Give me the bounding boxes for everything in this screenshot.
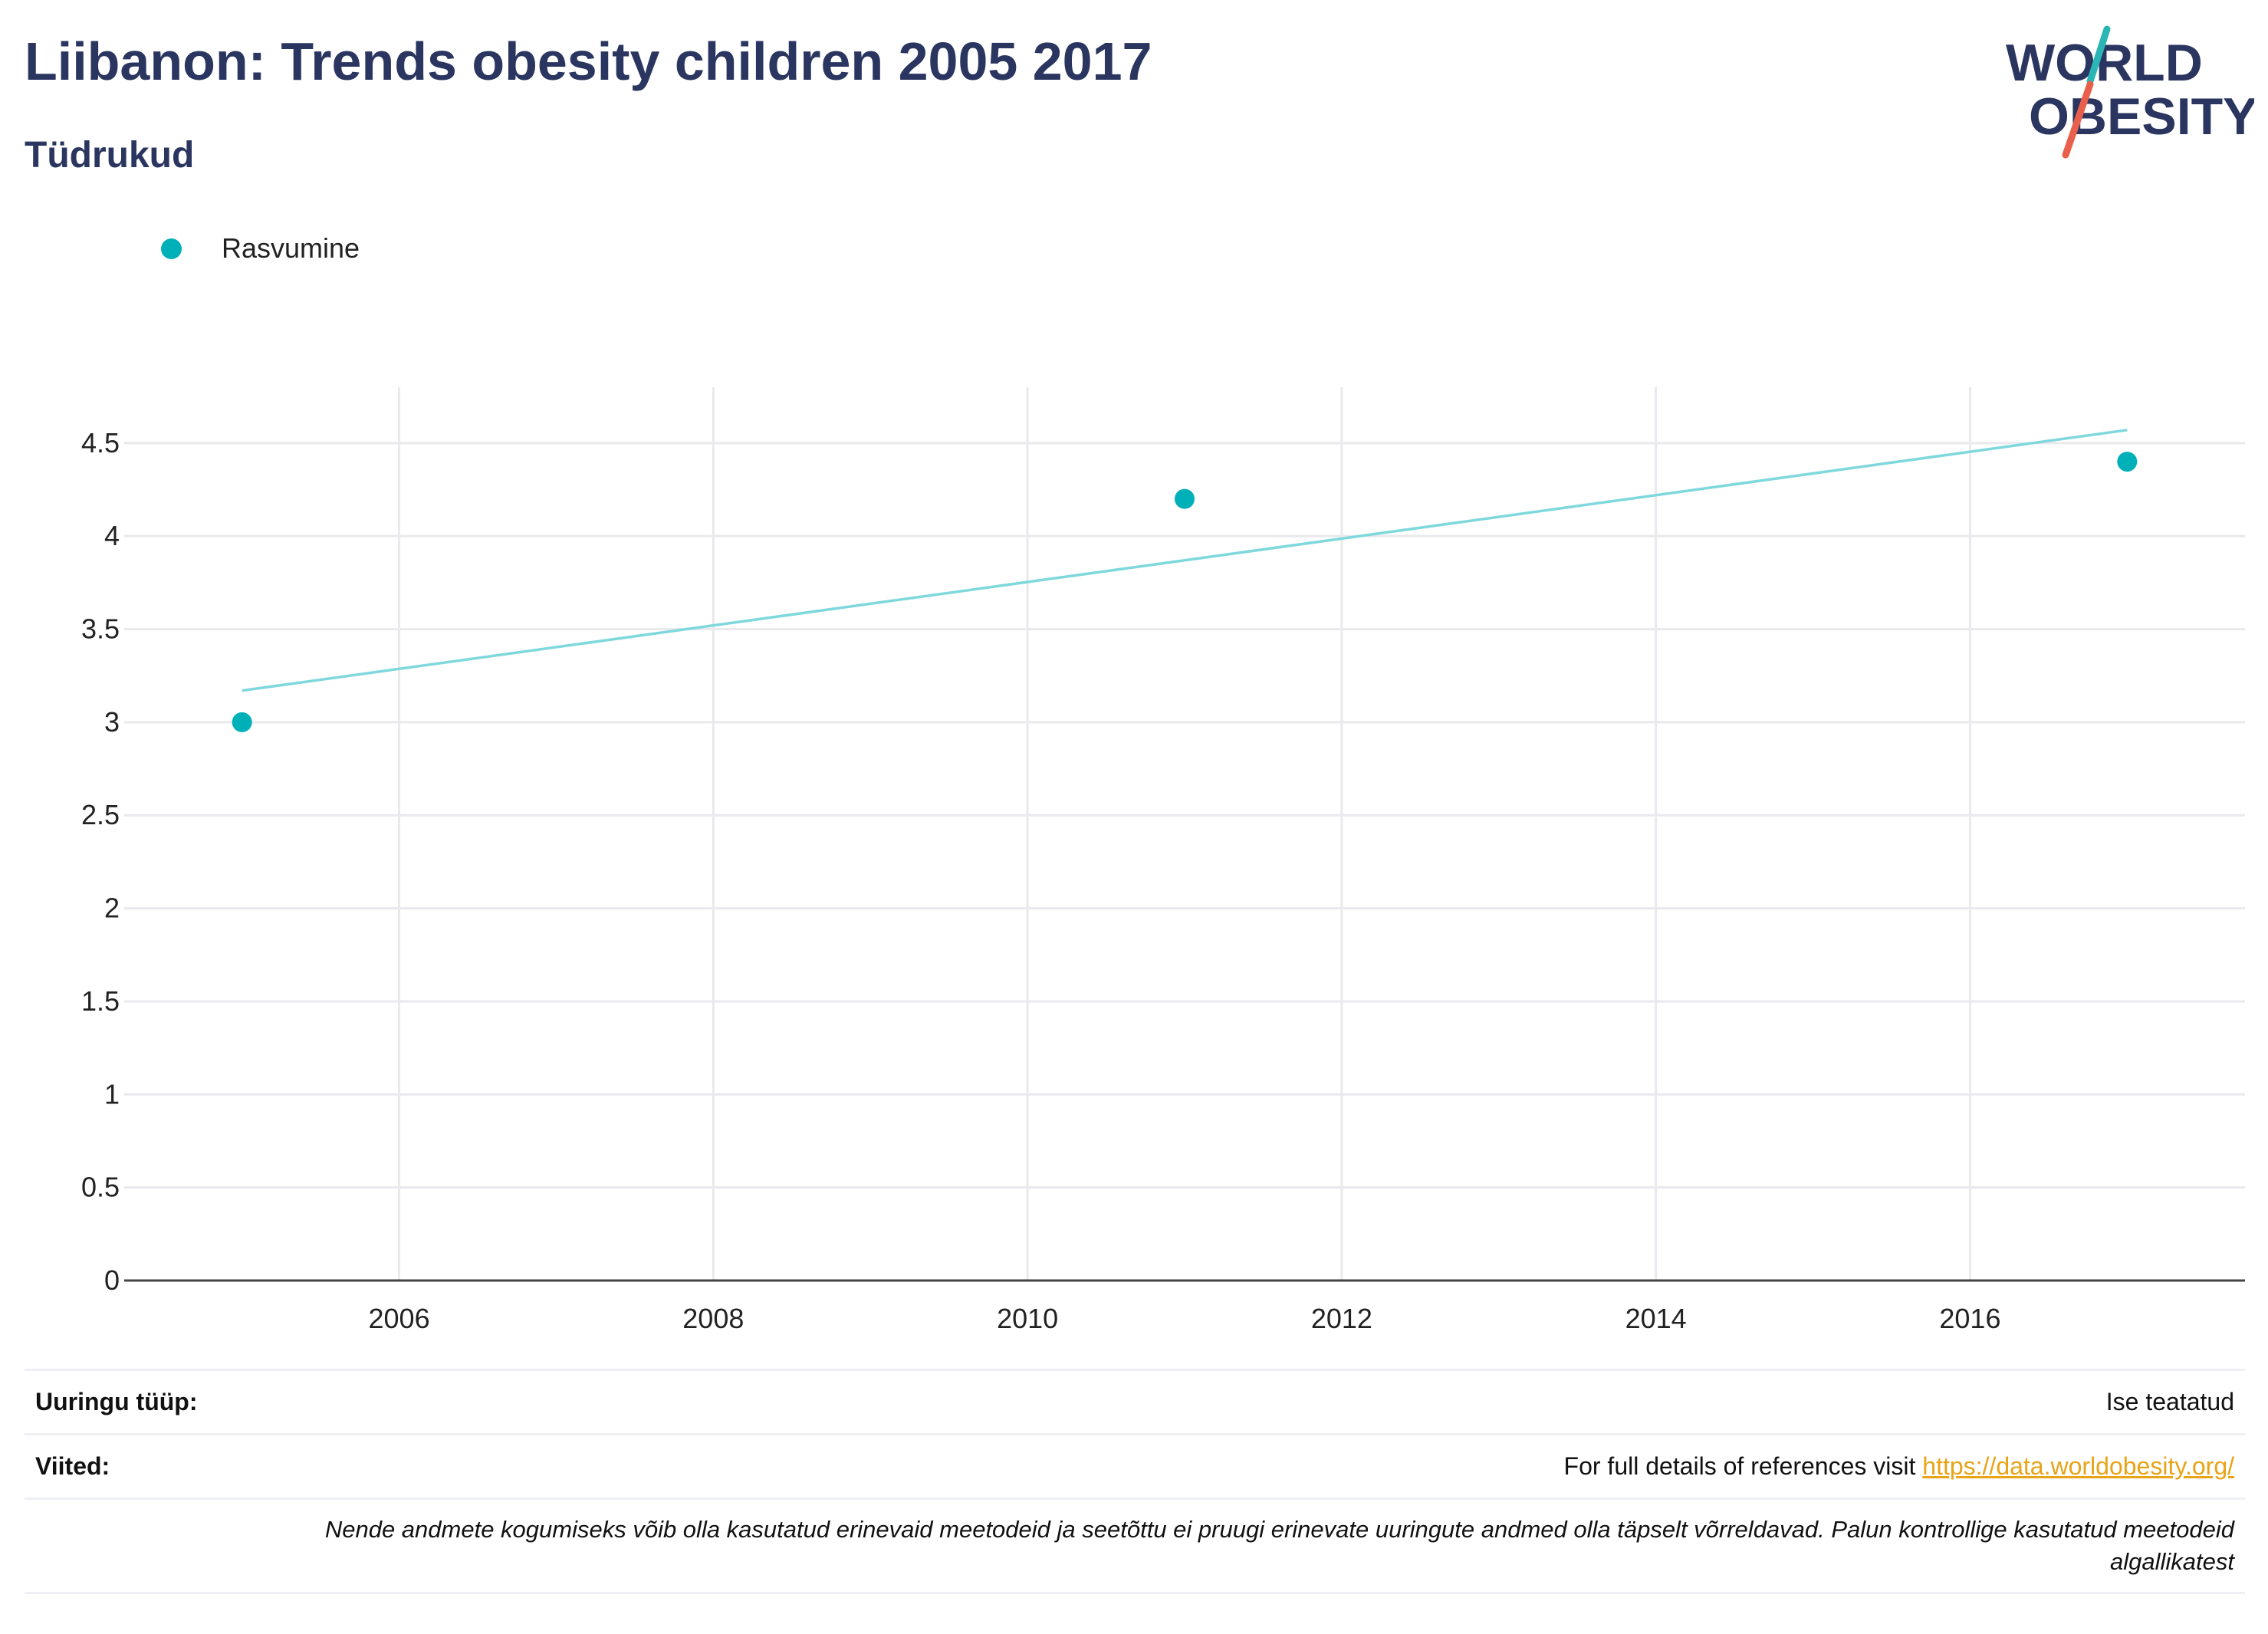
y-tick-label: 1 bbox=[104, 1078, 120, 1110]
x-tick-label: 2008 bbox=[682, 1303, 744, 1334]
x-tick-label: 2006 bbox=[369, 1303, 430, 1334]
trendline bbox=[242, 429, 2128, 692]
logo-slash-top bbox=[2086, 25, 2111, 85]
references-value: For full details of references visit htt… bbox=[1564, 1452, 2234, 1481]
survey-type-value: Ise teatatud bbox=[2105, 1388, 2234, 1415]
logo-text-obesity: OBESITY bbox=[2029, 87, 2254, 146]
methodology-note-line-1: Nende andmete kogumiseks võib olla kasut… bbox=[324, 1516, 2234, 1543]
methodology-note-line-2: algallikatest bbox=[2110, 1548, 2234, 1575]
references-link[interactable]: https://data.worldobesity.org/ bbox=[1922, 1452, 2234, 1480]
x-tick-label: 2014 bbox=[1625, 1303, 1687, 1334]
references-text: For full details of references visit bbox=[1563, 1452, 1923, 1480]
y-tick-label: 4.5 bbox=[81, 427, 120, 459]
info-table: Uuringu tüüp: Ise teatatud Viited: For f… bbox=[25, 1369, 2245, 1594]
scatter-chart: 2006 2008 2010 2012 2014 2016 0 0.5 1 1.5 2 2.5 3 3.5… bbox=[81, 387, 2245, 1334]
world-obesity-logo: WORLD OBESITY bbox=[2006, 25, 2254, 159]
legend[interactable]: Rasvumine bbox=[161, 228, 360, 268]
chart-title: Liibanon: Trends obesity children 2005 2… bbox=[25, 31, 1152, 91]
methodology-note: Nende andmete kogumiseks võib olla kasut… bbox=[35, 1514, 2234, 1578]
data-point bbox=[232, 712, 252, 732]
x-tick-label: 2016 bbox=[1939, 1303, 2000, 1334]
y-tick-label: 0 bbox=[104, 1264, 120, 1296]
y-tick-label: 4 bbox=[104, 520, 120, 551]
y-tick-label: 3.5 bbox=[81, 613, 120, 645]
chart-subtitle: Tüdrukud bbox=[25, 135, 195, 176]
legend-label: Rasvumine bbox=[222, 232, 360, 264]
logo-slash-bottom bbox=[2062, 81, 2094, 159]
y-tick-label: 0.5 bbox=[81, 1172, 120, 1203]
y-tick-label: 3 bbox=[104, 706, 120, 738]
survey-type-label: Uuringu tüüp: bbox=[35, 1388, 198, 1415]
survey-type-row: Uuringu tüüp: Ise teatatud bbox=[25, 1369, 2245, 1433]
data-point bbox=[1175, 488, 1195, 509]
legend-marker bbox=[161, 238, 182, 259]
y-tick-label: 2 bbox=[104, 893, 120, 924]
x-tick-label: 2010 bbox=[997, 1303, 1058, 1334]
data-point bbox=[2117, 452, 2138, 472]
references-row: Viited: For full details of references v… bbox=[25, 1433, 2245, 1498]
y-tick-label: 2.5 bbox=[81, 799, 120, 830]
x-tick-label: 2012 bbox=[1311, 1303, 1372, 1334]
y-tick-label: 1.5 bbox=[81, 985, 120, 1017]
methodology-note-row: Nende andmete kogumiseks võib olla kasut… bbox=[25, 1498, 2245, 1594]
references-label: Viited: bbox=[35, 1452, 110, 1480]
